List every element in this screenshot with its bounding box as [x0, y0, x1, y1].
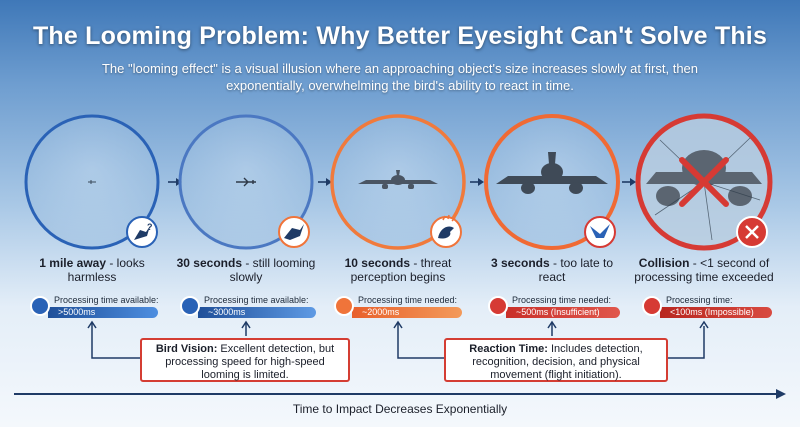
page-title: The Looming Problem: Why Better Eyesight… [32, 22, 768, 50]
svg-text:?: ? [147, 222, 153, 232]
flow-arrows [168, 178, 636, 186]
callout-connectors [87, 320, 709, 359]
close-x-icon [736, 216, 768, 248]
timeline-axis [14, 389, 786, 399]
stage-2-time: 30 seconds [176, 256, 242, 270]
stage-2-processing-value: ~3000ms [198, 307, 316, 318]
stage-4-time: 3 seconds [490, 256, 550, 270]
stage-5-processing-label: Processing time: [666, 295, 733, 305]
reaction-time-callout: Reaction Time: Includes detection, recog… [444, 338, 668, 382]
stage-4-desc: - too late to react [538, 256, 614, 284]
page-subtitle: The "looming effect" is a visual illusio… [101, 61, 699, 93]
flapping-bird-icon [584, 216, 616, 248]
stage-3-label: 10 seconds - threat perception begins [328, 256, 468, 284]
stage-3-processing-value: ~2000ms [352, 307, 462, 318]
small-plane-icon [236, 177, 256, 187]
alarm-clock-icon [642, 296, 662, 316]
stage-1-label: 1 mile away - looks harmless [22, 256, 162, 284]
stage-1-processing: >5000ms Processing time available: [30, 295, 159, 318]
bird-icon [278, 216, 310, 248]
bird-vision-callout: Bird Vision: Excellent detection, but pr… [140, 338, 350, 382]
stage-4-processing: ~500ms (Insufficient) Processing time ne… [488, 295, 620, 318]
stage-5-desc: - <1 second of processing time exceeded [634, 256, 774, 284]
stage-1-time: 1 mile away [39, 256, 107, 270]
stage-2-desc: - still looming slowly [229, 256, 316, 284]
stage-5-circle [635, 113, 773, 251]
large-plane-icon [496, 152, 608, 194]
stage-1-processing-label: Processing time available: [54, 295, 159, 305]
stage-4-circle [484, 114, 620, 250]
stage-1-processing-value: >5000ms [48, 307, 158, 318]
stage-1-circle: ? [24, 114, 160, 250]
close-plane-icon [646, 150, 762, 206]
stage-2-label: 30 seconds - still looming slowly [176, 256, 316, 284]
stage-3-circle [330, 114, 466, 250]
stage-2-processing: ~3000ms Processing time available: [180, 295, 316, 318]
stage-3-desc: - threat perception begins [350, 256, 452, 284]
stage-4-processing-label: Processing time needed: [512, 295, 612, 305]
stage-4-processing-value: ~500ms (Insufficient) [506, 307, 620, 318]
medium-plane-icon [358, 170, 438, 189]
reaction-time-heading: Reaction Time: [469, 343, 548, 355]
stage-2-circle [178, 114, 314, 250]
bird-vision-text: Excellent detection, but processing spee… [165, 343, 335, 381]
bird-vision-heading: Bird Vision: [155, 343, 218, 355]
clock-icon [180, 296, 200, 316]
red-x-mark-icon [679, 157, 729, 207]
stage-3-processing: ~2000ms Processing time needed: [334, 295, 466, 318]
stage-3-time: 10 seconds [344, 256, 410, 270]
stage-1-desc: - looks harmless [67, 256, 145, 284]
clock-icon [30, 296, 50, 316]
stage-5-processing-value: <100ms (Impossible) [660, 307, 772, 318]
stage-5-time: Collision [638, 256, 690, 270]
stage-5-processing: <100ms (Impossible) Processing time: [642, 295, 774, 318]
alert-bird-icon [430, 214, 462, 248]
stage-2-processing-label: Processing time available: [204, 295, 309, 305]
reaction-time-text: Includes detection, recognition, decisio… [472, 343, 643, 381]
timeline-axis-label: Time to Impact Decreases Exponentially [292, 402, 508, 416]
stage-3-processing-label: Processing time needed: [358, 295, 458, 305]
bird-question-icon: ? [126, 216, 158, 248]
tiny-plane-icon [88, 180, 96, 184]
stage-4-label: 3 seconds - too late to react [482, 256, 622, 284]
alarm-clock-icon [334, 296, 354, 316]
stage-5-label: Collision - <1 second of processing time… [634, 256, 774, 284]
alarm-clock-icon [488, 296, 508, 316]
